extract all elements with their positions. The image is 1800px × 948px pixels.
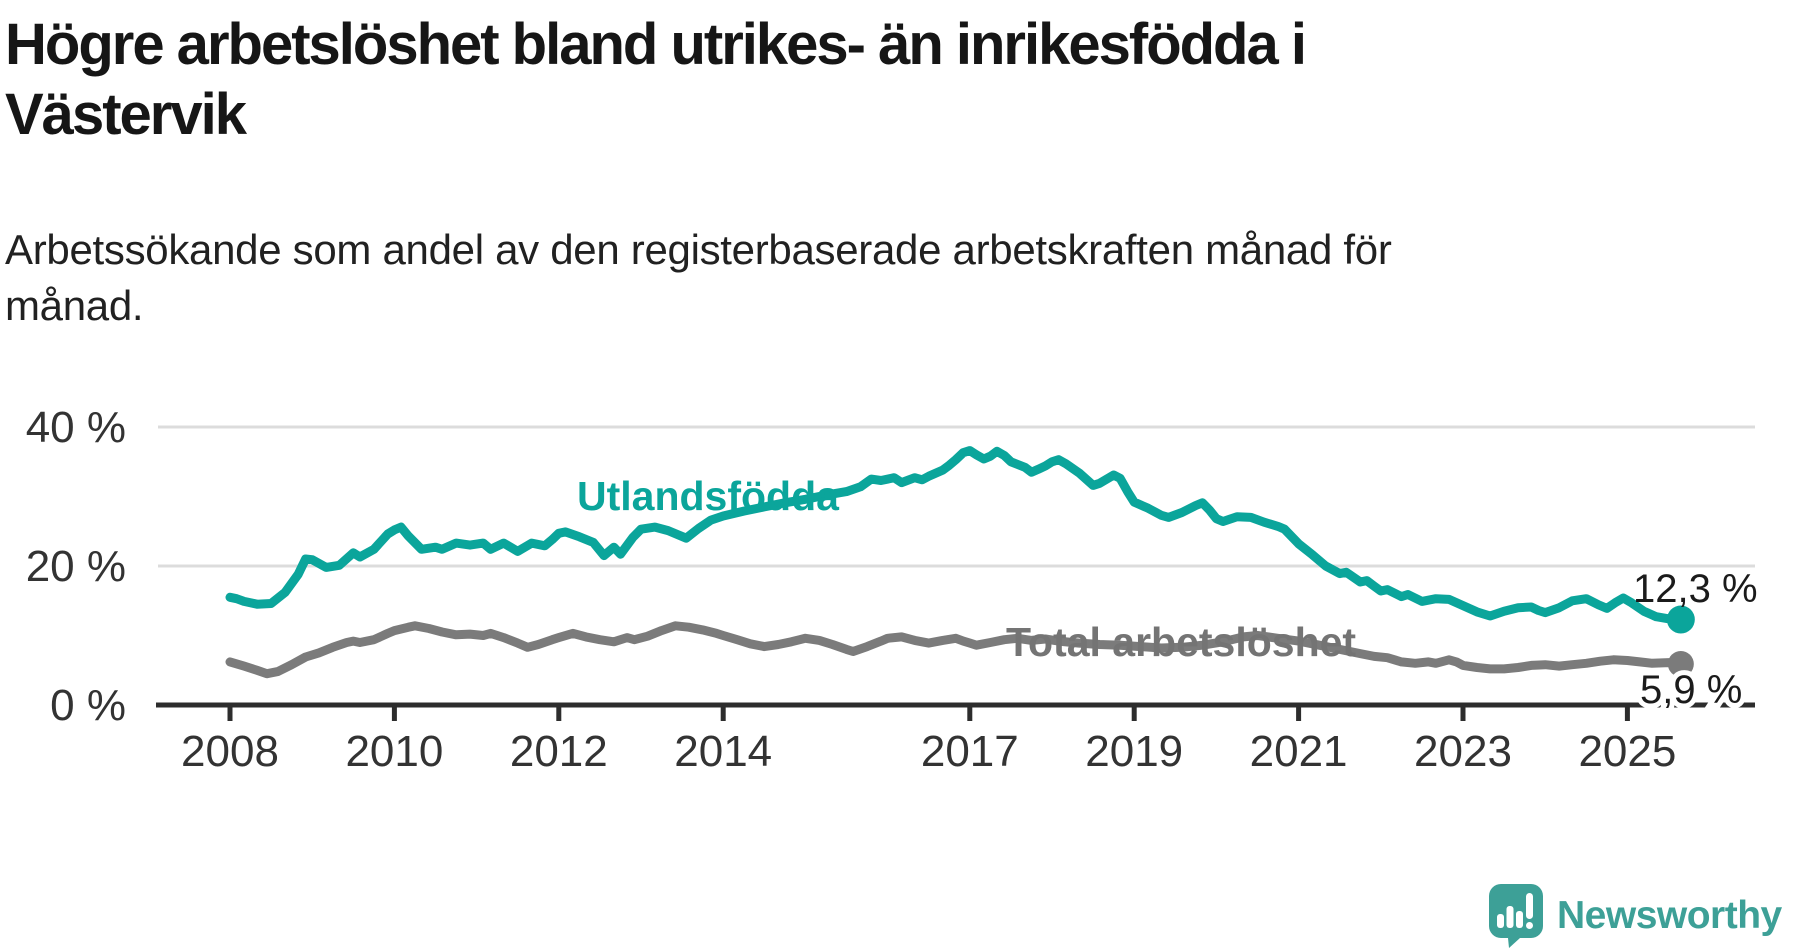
y-tick-label-40: 40 % bbox=[26, 403, 126, 452]
chart-title-line1: Högre arbetslöshet bland utrikes- än inr… bbox=[5, 12, 1307, 77]
x-tick-label-2017: 2017 bbox=[921, 727, 1019, 776]
x-tick-label-2021: 2021 bbox=[1250, 727, 1348, 776]
x-tick-label-2010: 2010 bbox=[345, 727, 443, 776]
series-label-utlandsfodda: Utlandsfödda bbox=[577, 473, 840, 519]
series-label-total: Total arbetslöshet bbox=[1006, 619, 1356, 665]
chart-title: Högre arbetslöshet bland utrikes- än inr… bbox=[5, 10, 1565, 150]
series-line-total bbox=[225, 621, 1686, 679]
series-line-utlandsfodda bbox=[225, 446, 1686, 624]
series-end-dot-utlandsfodda bbox=[1666, 605, 1695, 634]
x-tick-label-2008: 2008 bbox=[181, 727, 279, 776]
end-value-label-total: 5,9 % bbox=[1640, 668, 1742, 712]
y-tick-label-0: 0 % bbox=[50, 681, 126, 730]
x-tick-label-2014: 2014 bbox=[674, 727, 772, 776]
chart-subtitle-line1: Arbetssökande som andel av den registerb… bbox=[5, 226, 1392, 273]
chart-subtitle-line2: månad. bbox=[5, 282, 144, 329]
x-tick-label-2012: 2012 bbox=[510, 727, 608, 776]
x-tick-label-2023: 2023 bbox=[1414, 727, 1512, 776]
x-tick-label-2019: 2019 bbox=[1085, 727, 1183, 776]
series-end-dot-total bbox=[1667, 650, 1694, 677]
chart-subtitle: Arbetssökande som andel av den registerb… bbox=[5, 222, 1565, 334]
end-value-label-utlandsfodda: 12,3 % bbox=[1633, 567, 1758, 611]
newsworthy-logo-icon bbox=[1489, 884, 1543, 948]
y-tick-label-20: 20 % bbox=[26, 542, 126, 591]
chart-title-line2: Västervik bbox=[5, 82, 247, 147]
newsworthy-logo: Newsworthy bbox=[1489, 884, 1782, 948]
x-tick-label-2025: 2025 bbox=[1578, 727, 1676, 776]
newsworthy-wordmark: Newsworthy bbox=[1557, 894, 1782, 937]
